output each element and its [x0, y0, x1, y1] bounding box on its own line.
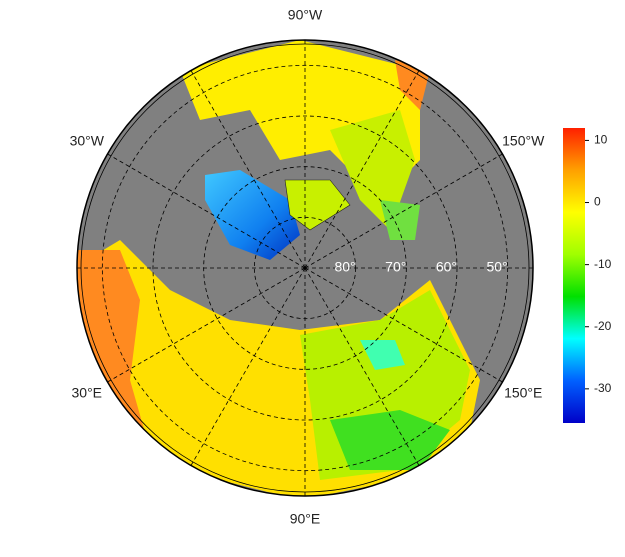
parallel	[101, 64, 509, 472]
parallel	[152, 115, 458, 421]
siberia-cyan	[360, 340, 405, 370]
meridian	[304, 267, 420, 466]
longitude-label: 30°E	[72, 385, 103, 401]
latitude-label: 80°	[334, 259, 355, 275]
latitude-label: 50°	[486, 259, 507, 275]
meridian	[190, 267, 306, 466]
parallel	[203, 166, 407, 370]
longitude-label: 150°W	[502, 133, 545, 149]
colorbar	[563, 128, 585, 423]
latitude-label: 70°	[385, 259, 406, 275]
greenland	[205, 170, 300, 260]
colorbar-label: 10	[594, 133, 608, 147]
colorbar-label: 0	[594, 195, 601, 209]
parallel	[253, 216, 357, 320]
canada-green	[330, 110, 415, 230]
meridian	[304, 267, 503, 383]
latitude-label: 60°	[436, 259, 457, 275]
longitude-label: 150°E	[504, 385, 542, 401]
longitude-label: 30°W	[70, 133, 105, 149]
meridian	[190, 70, 306, 269]
map-border-inner	[80, 43, 530, 493]
map-layers	[77, 40, 533, 496]
siberia-green	[330, 410, 450, 470]
arctic-green	[380, 200, 420, 240]
colorbar-label: -20	[594, 319, 612, 333]
meridian	[304, 153, 503, 269]
colorbar-label: -10	[594, 257, 612, 271]
meridian	[107, 153, 306, 269]
map-border	[76, 39, 534, 497]
longitude-label: 90°W	[288, 7, 323, 23]
graticule	[77, 40, 533, 496]
meridian	[304, 70, 420, 269]
colorbar-label: -30	[594, 381, 612, 395]
meridian	[107, 267, 306, 383]
longitude-label: 90°E	[290, 511, 321, 527]
